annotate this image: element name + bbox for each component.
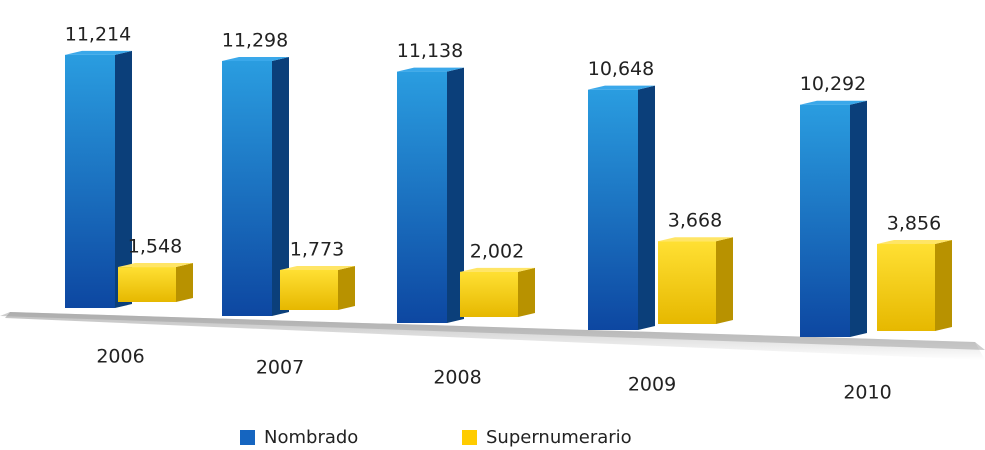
- x-tick-label: 2008: [433, 367, 481, 389]
- bar-top: [460, 267, 535, 272]
- legend-swatch: [462, 430, 477, 445]
- bar-top: [588, 85, 655, 90]
- x-tick-label: 2010: [843, 382, 891, 404]
- value-label: 3,668: [668, 210, 722, 232]
- bar: [588, 89, 638, 330]
- bar: [800, 104, 850, 338]
- bar-top: [397, 67, 464, 72]
- floor-edge: [0, 312, 985, 350]
- bar-side: [115, 50, 132, 309]
- value-label: 1,773: [290, 238, 344, 260]
- bar-top: [658, 237, 733, 242]
- bar-top: [877, 239, 952, 244]
- legend-label: Supernumerario: [486, 427, 632, 448]
- value-label: 11,214: [65, 23, 131, 45]
- bar: [280, 269, 338, 310]
- bar-side: [338, 265, 355, 310]
- x-tick-label: 2007: [256, 357, 304, 379]
- value-label: 1,548: [128, 236, 182, 258]
- value-label: 10,648: [588, 58, 654, 80]
- bar-side: [850, 100, 867, 338]
- legend-swatch: [240, 430, 255, 445]
- value-label: 10,292: [800, 73, 866, 95]
- bar-side: [518, 267, 535, 317]
- bar: [877, 243, 935, 331]
- x-tick-label: 2009: [628, 374, 676, 396]
- bar: [658, 241, 716, 324]
- bar-top: [65, 50, 132, 55]
- bar-top: [118, 263, 193, 268]
- value-label: 3,856: [887, 212, 941, 234]
- bar-top: [280, 265, 355, 270]
- bar: [65, 54, 115, 309]
- x-tick-label: 2006: [96, 346, 144, 368]
- bar: [118, 267, 176, 302]
- bar-top: [222, 57, 289, 61]
- bar: [460, 271, 518, 317]
- bar-side: [935, 239, 952, 331]
- bar-top: [800, 100, 867, 105]
- bar-side: [716, 237, 733, 324]
- value-label: 2,002: [470, 240, 524, 262]
- value-label: 11,138: [397, 40, 463, 62]
- bar-side: [176, 263, 193, 302]
- bar: [222, 61, 272, 316]
- legend-label: Nombrado: [264, 427, 358, 448]
- bar-side: [447, 67, 464, 323]
- bar: [397, 71, 447, 323]
- bar-side: [272, 57, 289, 316]
- value-label: 11,298: [222, 30, 288, 52]
- bar-side: [638, 85, 655, 330]
